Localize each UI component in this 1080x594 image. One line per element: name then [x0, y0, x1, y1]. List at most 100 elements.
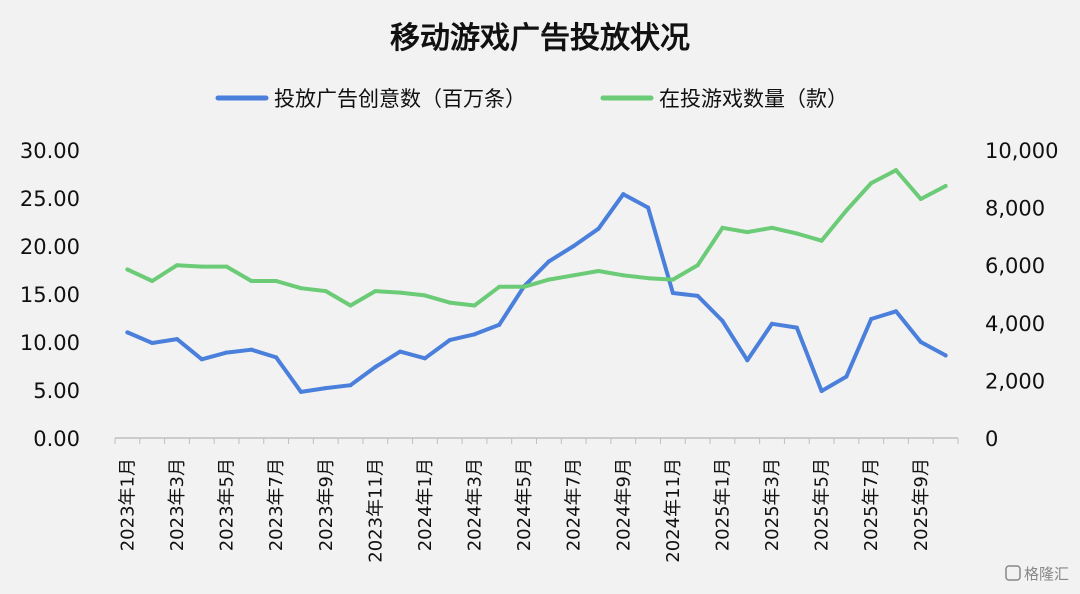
series-1-point [621, 192, 626, 197]
legend-label-1: 投放广告创意数（百万条） [274, 87, 526, 111]
series-1-point [125, 330, 130, 335]
series-1-point [174, 337, 179, 342]
y-left-tick-label: 20.00 [20, 235, 80, 259]
series-1-point [373, 364, 378, 369]
series-2-point [274, 279, 279, 284]
y-right-tick-label: 0 [985, 427, 998, 451]
x-tick-label: 2024年11月 [663, 458, 684, 563]
series-2-point [125, 267, 130, 272]
x-tick-label: 2025年5月 [812, 458, 833, 551]
series-2-point [472, 303, 477, 308]
series-2-point [646, 276, 651, 281]
x-tick-label: 2023年9月 [316, 458, 337, 551]
x-tick-label: 2024年3月 [465, 458, 486, 551]
series-2-point [869, 181, 874, 186]
series-2-point [745, 230, 750, 235]
series-2-point [670, 277, 675, 282]
y-left-tick-label: 15.00 [20, 283, 80, 307]
x-tick-label: 2023年1月 [117, 458, 138, 551]
series-1-point [348, 383, 353, 388]
series-1-point [745, 358, 750, 363]
series-2-point [348, 303, 353, 308]
series-1-point [918, 340, 923, 344]
series-1-point [819, 388, 824, 393]
y-left-tick-label: 0.00 [33, 427, 80, 451]
series-line-1 [125, 192, 948, 394]
series-1-point [224, 350, 229, 355]
legend-label-2: 在投游戏数量（款） [659, 87, 848, 111]
y-right-tick-label: 10,000 [985, 139, 1058, 163]
x-tick-label: 2024年9月 [613, 458, 634, 551]
series-1-point [546, 259, 551, 264]
series-1-point [472, 332, 477, 337]
series-1-point [298, 389, 303, 394]
series-2-point [819, 238, 824, 243]
series-2-point [323, 289, 328, 294]
series-1-point [844, 374, 849, 379]
series-1-point [398, 349, 403, 354]
y-left-tick-label: 25.00 [20, 187, 80, 211]
series-2-point [199, 264, 204, 269]
series-2-point [447, 300, 452, 305]
series-1-point [695, 293, 700, 298]
series-2-point [571, 273, 576, 278]
series-2-point [844, 208, 849, 213]
series-2-point [546, 277, 551, 282]
series-1-point [943, 353, 948, 358]
x-tick-label: 2023年7月 [266, 458, 287, 551]
series-2-point [174, 263, 179, 268]
series-1-point [199, 357, 204, 362]
series-2-point [224, 264, 229, 269]
y-right-tick-label: 6,000 [985, 254, 1045, 278]
series-2-point [150, 279, 155, 284]
x-tick-label: 2025年3月 [762, 458, 783, 551]
series-2-point [298, 286, 303, 291]
series-2-point [621, 273, 626, 278]
y-right-tick-label: 8,000 [985, 197, 1045, 221]
x-tick-label: 2024年1月 [415, 458, 436, 551]
series-2-point [770, 225, 775, 230]
series-1-point [770, 321, 775, 326]
watermark-text: 格隆汇 [1024, 565, 1069, 583]
series-2-point [943, 184, 948, 188]
x-tick-label: 2024年7月 [564, 458, 585, 551]
series-2-point [695, 263, 700, 268]
watermark-logo-icon [1005, 565, 1021, 581]
series-line-2 [125, 168, 948, 308]
series-1-point [596, 226, 601, 231]
series-2-point [720, 225, 725, 230]
series-1-point [249, 347, 254, 352]
series-1-point [720, 318, 725, 323]
series-1-point [497, 322, 502, 327]
series-1-point [646, 205, 651, 210]
series-2-point [522, 284, 527, 289]
series-1-point [571, 244, 576, 248]
y-right-tick-label: 4,000 [985, 312, 1045, 336]
series-1-point [323, 386, 328, 391]
series-2-point [596, 268, 601, 273]
series-1-point [447, 338, 452, 343]
series-1-point [274, 355, 279, 360]
x-tick-label: 2025年9月 [911, 458, 932, 551]
y-left-tick-label: 5.00 [33, 379, 80, 403]
series-2-point [497, 284, 502, 289]
series-2-point [398, 290, 403, 295]
series-2-point [373, 289, 378, 294]
series-2-point [894, 168, 899, 173]
series-1-point [869, 316, 874, 321]
x-tick-label: 2023年3月 [167, 458, 188, 551]
x-tick-label: 2024年5月 [514, 458, 535, 551]
y-left-tick-label: 30.00 [20, 139, 80, 163]
series-1-point [422, 356, 427, 361]
series-2-point [249, 279, 254, 284]
x-tick-label: 2025年7月 [861, 458, 882, 551]
series-2-point [794, 231, 799, 236]
series-1-point [794, 325, 799, 330]
x-tick-label: 2025年1月 [712, 458, 733, 551]
series-1-point [670, 291, 675, 296]
series-1-point [894, 309, 899, 314]
series-2-point [918, 196, 923, 201]
series-1-point [150, 340, 155, 345]
